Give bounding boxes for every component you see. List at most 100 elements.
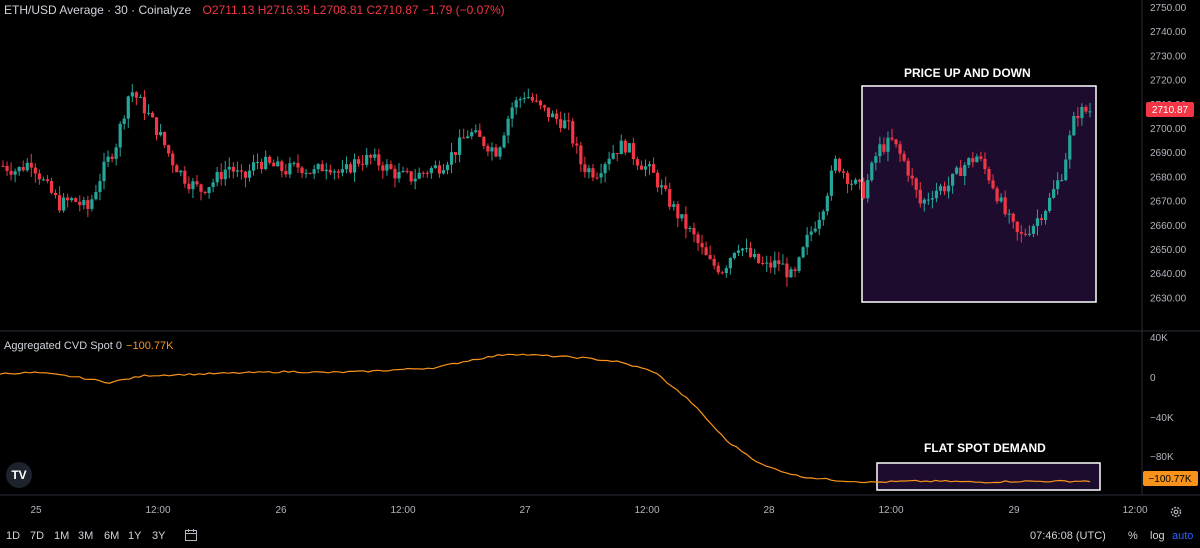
candle-body xyxy=(744,247,749,249)
candle-body xyxy=(526,97,530,99)
candle-body xyxy=(348,164,353,173)
candle-body xyxy=(21,166,25,171)
timeframe-7d[interactable]: 7D xyxy=(30,530,45,542)
candle-body xyxy=(740,248,745,251)
calendar-icon[interactable] xyxy=(184,528,198,542)
symbol-title[interactable]: ETH/USD Average · 30 · Coinalyze xyxy=(4,3,192,17)
candle-body xyxy=(449,152,454,165)
candle-body xyxy=(41,179,46,181)
candle-body xyxy=(251,162,256,171)
candle-body xyxy=(239,170,244,172)
time-tick-label: 27 xyxy=(519,505,531,516)
candle-body xyxy=(959,167,963,176)
price-tick-label: 2650.00 xyxy=(1150,245,1187,256)
log-toggle[interactable]: log xyxy=(1150,530,1165,542)
auto-toggle[interactable]: auto xyxy=(1172,530,1194,542)
price-tick-label: 2630.00 xyxy=(1150,293,1187,304)
candle-body xyxy=(971,158,975,163)
candle-body xyxy=(98,181,102,192)
candle-body xyxy=(1084,106,1088,112)
candle-body xyxy=(946,185,951,192)
candle-body xyxy=(1035,218,1040,227)
candle-body xyxy=(219,171,223,180)
gear-icon[interactable] xyxy=(1169,505,1183,519)
candle-body xyxy=(878,144,882,157)
indicator-header[interactable]: Aggregated CVD Spot 0 −100.77K xyxy=(4,340,173,352)
candle-body xyxy=(732,252,737,259)
candle-body xyxy=(979,156,983,159)
candle-body xyxy=(716,265,720,273)
candle-body xyxy=(1043,210,1048,221)
candle-body xyxy=(534,100,538,102)
time-tick-label: 12:00 xyxy=(634,505,659,516)
candle-body xyxy=(963,165,967,176)
percent-toggle[interactable]: % xyxy=(1128,530,1138,542)
candle-body xyxy=(1003,197,1007,215)
candle-body xyxy=(1088,111,1092,113)
candle-body xyxy=(833,158,838,171)
candle-body xyxy=(445,164,450,171)
timeframe-1d[interactable]: 1D xyxy=(6,530,21,542)
low-value: L2708.81 xyxy=(313,3,364,17)
candle-body xyxy=(223,169,227,180)
candle-body xyxy=(146,112,151,114)
candle-body xyxy=(684,214,688,229)
symbol-header: ETH/USD Average · 30 · Coinalyze O2711.1… xyxy=(4,3,505,17)
candle-body xyxy=(1,165,5,167)
price-annotation-box[interactable] xyxy=(861,85,1097,303)
candle-body xyxy=(858,179,862,182)
candle-body xyxy=(765,262,769,264)
candle-body xyxy=(708,255,712,259)
timeframe-1m[interactable]: 1M xyxy=(54,530,70,542)
candle-body xyxy=(356,159,361,164)
candle-body xyxy=(550,113,555,118)
price-tick-label: 2670.00 xyxy=(1150,197,1187,208)
candle-body xyxy=(825,195,829,212)
utc-clock[interactable]: 07:46:08 (UTC) xyxy=(1030,530,1106,542)
candle-body xyxy=(417,172,421,179)
candle-body xyxy=(506,118,510,136)
tradingview-logo[interactable]: TV xyxy=(6,462,32,488)
candle-body xyxy=(676,204,680,219)
candle-body xyxy=(563,120,567,129)
candle-body xyxy=(664,185,668,190)
candle-body xyxy=(340,169,345,173)
candle-body xyxy=(882,144,886,152)
candle-body xyxy=(983,158,987,170)
cvd-annotation-label: FLAT SPOT DEMAND xyxy=(924,441,1046,455)
candle-body xyxy=(607,158,611,165)
candle-body xyxy=(37,173,41,180)
candle-body xyxy=(292,162,296,164)
candle-body xyxy=(886,137,890,152)
candle-body xyxy=(138,96,142,98)
candle-body xyxy=(33,167,37,174)
timeframe-3y[interactable]: 3Y xyxy=(152,530,166,542)
cvd-annotation-box[interactable] xyxy=(876,462,1101,491)
candle-body xyxy=(817,219,821,229)
open-value: O2711.13 xyxy=(202,3,255,17)
timeframe-6m[interactable]: 6M xyxy=(104,530,120,542)
candle-body xyxy=(25,162,29,171)
candle-body xyxy=(845,172,850,185)
candle-body xyxy=(1064,159,1068,181)
candle-body xyxy=(890,137,894,140)
cvd-tick-label: −40K xyxy=(1150,413,1174,424)
candle-body xyxy=(555,113,559,120)
time-tick-label: 12:00 xyxy=(878,505,903,516)
candle-body xyxy=(486,145,490,152)
candle-body xyxy=(1015,221,1019,233)
last-price-badge: 2710.87 xyxy=(1146,102,1194,117)
candle-body xyxy=(272,162,276,167)
candle-body xyxy=(922,199,926,204)
candle-body xyxy=(49,180,54,193)
candle-body xyxy=(991,180,995,189)
candle-body xyxy=(134,92,138,98)
candle-body xyxy=(874,156,878,163)
cvd-line xyxy=(0,353,1091,484)
price-tick-label: 2750.00 xyxy=(1150,3,1187,14)
timeframe-1y[interactable]: 1Y xyxy=(128,530,142,542)
timeframe-3m[interactable]: 3M xyxy=(78,530,94,542)
candle-body xyxy=(769,262,773,268)
candle-body xyxy=(365,154,369,165)
